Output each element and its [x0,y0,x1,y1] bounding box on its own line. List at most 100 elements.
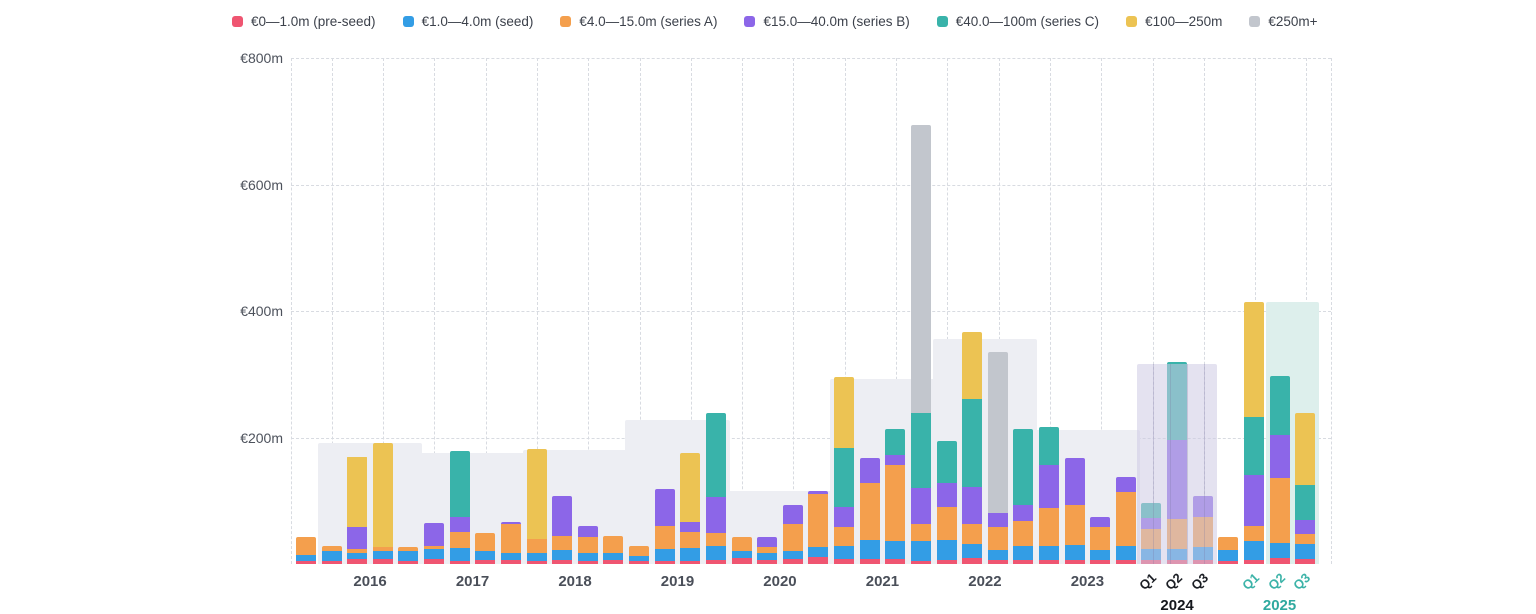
segment-preseed [834,558,855,564]
segment-series_b [1115,476,1136,492]
segment-preseed [1295,558,1316,564]
segment-series_c [1295,484,1316,521]
x-axis-year-2018: 2018 [558,573,592,590]
segment-seed [372,550,393,559]
segment-series_a [629,545,650,556]
bar-2022-q2[interactable] [962,331,983,564]
legend-item-series_b[interactable]: €15.0—40.0m (series B) [744,14,910,29]
segment-series_c [885,429,906,456]
segment-seed [705,546,726,561]
segment-seed [526,552,547,561]
segment-preseed [1013,560,1034,564]
segment-series_b [654,488,675,527]
legend-swatch-g250 [1249,16,1261,27]
bar-2018-q2[interactable] [552,495,573,564]
bar-2022-q1[interactable] [936,440,957,564]
segment-seed [1141,548,1162,561]
bar-2022-q3[interactable] [987,352,1008,564]
bar-2025-q2[interactable] [1269,376,1290,564]
bar-2019-q3[interactable] [680,452,701,564]
bar-2023-q1[interactable] [1038,427,1059,564]
segment-series_b [987,513,1008,528]
segment-y100_250 [526,448,547,540]
segment-series_a [757,546,778,554]
gridline-vertical [896,58,897,564]
bar-2024-q4[interactable] [1218,536,1239,564]
bar-2016-q2[interactable] [347,456,368,564]
bar-2021-q4[interactable] [910,125,931,564]
x-axis-year-2022: 2022 [968,573,1002,590]
segment-series_a [577,537,598,554]
bar-2016-q4[interactable] [398,546,419,564]
bar-2022-q4[interactable] [1013,428,1034,564]
bar-2017-q2[interactable] [449,450,470,564]
bar-2020-q2[interactable] [757,536,778,564]
legend-item-g250[interactable]: €250m+ [1249,14,1318,29]
bar-2019-q4[interactable] [705,413,726,564]
bar-2020-q3[interactable] [782,505,803,564]
segment-preseed [321,560,342,564]
legend-item-y100_250[interactable]: €100—250m [1126,14,1222,29]
bar-2021-q2[interactable] [859,457,880,564]
bar-2018-q1[interactable] [526,448,547,564]
legend-label-series_a: €4.0—15.0m (series A) [579,14,718,29]
segment-seed [1064,545,1085,561]
bar-2017-q1[interactable] [424,522,445,564]
segment-series_c [910,412,931,489]
segment-seed [1295,543,1316,559]
segment-seed [603,552,624,561]
gridline-vertical [383,58,384,564]
segment-seed [424,548,445,559]
segment-seed [1167,549,1188,560]
bar-2023-q2[interactable] [1064,458,1085,564]
bar-2016-q1[interactable] [321,545,342,564]
segment-series_b [680,522,701,533]
segment-seed [1090,550,1111,561]
segment-preseed [347,558,368,564]
bar-2023-q4[interactable] [1115,476,1136,564]
segment-seed [629,555,650,561]
bar-2025-q1[interactable] [1243,302,1264,564]
x-axis-year-2016: 2016 [353,573,387,590]
bar-2021-q1[interactable] [834,377,855,564]
bar-2025-q3[interactable] [1295,412,1316,564]
legend-item-series_c[interactable]: €40.0—100m (series C) [936,14,1099,29]
segment-series_a [603,536,624,553]
segment-preseed [1243,560,1264,564]
bar-2024-q3[interactable] [1192,495,1213,564]
bar-2024-q2[interactable] [1167,362,1188,564]
legend-item-preseed[interactable]: €0—1.0m (pre-seed) [232,14,376,29]
bar-2018-q3[interactable] [577,526,598,564]
segment-series_a [296,536,316,555]
segment-series_a [680,532,701,549]
gridline-vertical [536,58,538,564]
segment-series_a [1295,533,1316,544]
bar-2016-q3[interactable] [372,442,393,564]
segment-series_a [1192,516,1213,547]
segment-series_b [1295,520,1316,534]
gridline-800 [291,58,1331,59]
bar-2019-q2[interactable] [654,488,675,564]
legend-item-series_a[interactable]: €4.0—15.0m (series A) [560,14,717,29]
bar-2017-q3[interactable] [475,533,496,564]
bar-2019-q1[interactable] [629,545,650,564]
bar-2020-q1[interactable] [731,537,752,564]
bar-2024-q1[interactable] [1141,502,1162,564]
segment-series_b [910,488,931,524]
segment-seed [808,546,829,558]
bar-2018-q4[interactable] [603,536,624,564]
legend-item-seed[interactable]: €1.0—4.0m (seed) [402,14,533,29]
bar-2021-q3[interactable] [885,429,906,564]
bar-2020-q4[interactable] [808,490,829,564]
segment-seed [834,545,855,559]
bar-2017-q4[interactable] [500,521,521,564]
y-axis-tick-400: €400m [240,303,283,319]
segment-preseed [500,560,521,564]
gridline-vertical [844,58,846,564]
segment-preseed [705,560,726,564]
segment-preseed [731,557,752,564]
bar-2023-q3[interactable] [1090,516,1111,564]
bar-2015-q4[interactable] [296,536,316,564]
segment-preseed [654,560,675,564]
